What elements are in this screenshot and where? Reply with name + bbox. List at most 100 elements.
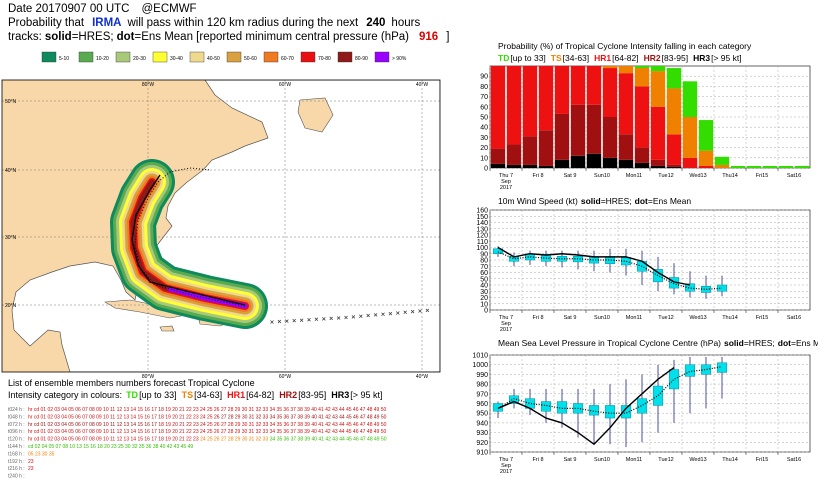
box xyxy=(700,364,712,375)
hres-line xyxy=(497,367,675,446)
y-tick-label: 80 xyxy=(480,258,488,265)
subtitle: Intensity category in colours: xyxy=(8,390,122,400)
date: Date 20170907 00 UTC xyxy=(8,3,129,15)
bar-segment xyxy=(522,136,538,165)
x-tick-label: Sat 9 xyxy=(564,173,577,179)
row-label: t024 h : xyxy=(8,407,25,413)
text: Probability that xyxy=(8,17,85,29)
x-sublabel: 2017 xyxy=(500,327,512,333)
lon-label: 40°W xyxy=(416,374,429,380)
bar-segment xyxy=(602,117,618,158)
bar-segment xyxy=(490,148,506,164)
y-tick-label: 60 xyxy=(480,104,488,111)
bar-segment xyxy=(602,157,618,168)
legend-range: [> 95 kt] xyxy=(350,390,382,400)
box xyxy=(620,405,632,419)
bar-segment xyxy=(522,164,538,168)
bar-segment xyxy=(634,68,650,87)
lon-label: 40°W xyxy=(416,82,429,88)
box xyxy=(540,401,552,412)
bar-segment xyxy=(602,68,618,117)
y-tick-label: 10 xyxy=(480,301,488,308)
bar-segment xyxy=(666,164,682,167)
obs-mark xyxy=(388,311,393,316)
legend-name: TD xyxy=(126,390,138,400)
x-tick-label: Mon11 xyxy=(626,173,642,179)
x-tick-label: Tue12 xyxy=(658,457,673,463)
row-label: t168 h : xyxy=(8,451,25,457)
bar-segment xyxy=(618,73,634,135)
title-part: Probability (%) of Tropical Cyclone Inte… xyxy=(498,41,752,51)
bar-segment xyxy=(506,164,522,168)
obs-mark xyxy=(314,317,319,322)
legend-swatch xyxy=(374,51,390,63)
y-tick-label: 0 xyxy=(484,166,488,173)
bar-segment xyxy=(586,153,602,168)
x-tick-label: Sun10 xyxy=(594,457,610,463)
header-line2: Probability that IRMA will pass within 120… xyxy=(8,17,420,29)
legend-label: 5-10 xyxy=(59,56,69,62)
bar-segment xyxy=(650,106,666,160)
row-members: 23 xyxy=(28,466,34,472)
title-part: dot xyxy=(635,196,648,206)
legend-name: TS xyxy=(551,53,562,63)
y-tick-label: 90 xyxy=(480,74,488,81)
row-label: t120 h : xyxy=(8,437,25,443)
y-tick-label: 70 xyxy=(480,94,488,101)
x-sublabel: Sep xyxy=(501,179,511,185)
bar-segment xyxy=(490,163,506,168)
legend-swatch xyxy=(300,51,316,63)
x-tick-label: Thu 7 xyxy=(499,457,513,463)
legend-label: > 90% xyxy=(392,56,407,62)
obs-mark xyxy=(403,310,407,315)
bar-segment xyxy=(538,66,554,131)
title-part: dot xyxy=(778,338,791,348)
row-members: 23 xyxy=(28,459,34,465)
y-tick-label: 50 xyxy=(480,115,488,122)
obs-mark xyxy=(307,318,311,322)
storm-name: IRMA xyxy=(92,17,121,29)
bar-segment xyxy=(618,66,634,74)
bar-segment xyxy=(554,66,570,114)
title-part: =Ens Mean xyxy=(791,338,818,348)
members: 26 27 28 29 30 31 32 33 34 35 36 37 38 3… xyxy=(214,414,387,420)
bar-segment xyxy=(554,113,570,160)
bar-segment xyxy=(746,165,762,168)
bar-segment xyxy=(730,165,746,168)
text: solid xyxy=(45,31,72,43)
title-part: =Ens Mean xyxy=(648,196,692,206)
bar-segment xyxy=(698,150,714,166)
legend-swatch xyxy=(152,51,168,63)
bar-segment xyxy=(650,165,666,168)
legend-label: 40-50 xyxy=(207,56,220,62)
y-tick-label: 30 xyxy=(480,289,488,296)
row-label: t216 h : xyxy=(8,466,25,472)
obs-mark xyxy=(285,319,289,323)
legend-swatch xyxy=(78,51,94,63)
bar-segment xyxy=(714,156,730,165)
box xyxy=(620,257,632,266)
box xyxy=(636,398,648,414)
legend-swatch xyxy=(337,51,353,63)
text: dot xyxy=(117,31,135,43)
text: hours xyxy=(391,17,420,29)
legend-range: [up to 33] xyxy=(510,53,545,63)
map-grid xyxy=(2,80,440,372)
legend-swatch xyxy=(226,51,242,63)
row-label: t240 h : xyxy=(8,474,25,480)
y-tick-label: 70 xyxy=(480,264,488,271)
legend-range: [64-82] xyxy=(612,53,638,63)
row-label: t048 h : xyxy=(8,414,25,420)
obs-mark xyxy=(351,315,356,319)
row-members: hr cd 01 02 03 04 05 06 07 08 09 10 11 1… xyxy=(28,422,387,428)
bar-segment xyxy=(586,104,602,154)
ens-mean-line xyxy=(497,366,723,414)
ocean xyxy=(11,80,440,372)
obs-mark xyxy=(359,314,363,318)
row-label: t144 h : xyxy=(8,444,25,450)
bar-segment xyxy=(602,66,618,69)
x-tick-label: Tue12 xyxy=(658,173,673,179)
x-tick-label: Fri 8 xyxy=(533,457,544,463)
box xyxy=(652,385,664,406)
